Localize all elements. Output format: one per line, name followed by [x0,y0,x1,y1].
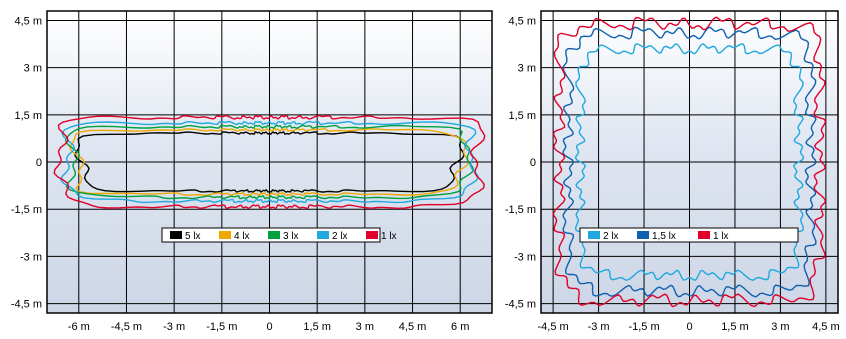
legend-label: 4 lx [234,231,250,242]
x-tick-label: -3 m [588,321,610,333]
legend-swatch [588,231,600,239]
chart-2: 4,5 m 3 m 1,5 m 0 -1,5 m -3 m -4,5 m-4,5 m -3 m… [505,10,840,333]
x-tick-label: 3 m [771,321,789,333]
y-tick-label: -3 m [20,251,42,263]
x-tick-label: -1,5 m [628,321,659,333]
contour-line [60,120,479,204]
contour-line [64,124,475,200]
x-tick-label: 0 [686,321,692,333]
legend-label: 3 lx [283,231,299,242]
legend-box [579,227,799,243]
contour-line [552,16,827,308]
y-tick-label: -1,5 m [505,204,536,216]
legend-swatch [366,231,378,239]
legend-swatch [637,231,649,239]
x-tick-label: -3 m [163,321,185,333]
legend: 2 lx 1,5 lx 1 lx [579,227,799,243]
y-tick-label: 0 [36,157,42,169]
contour-line [574,43,805,282]
legend-label: 5 lx [185,231,201,242]
chart-1: 4,5 m 3 m 1,5 m 0 -1,5 m -3 m -4,5 m -6 m -4,5 m… [11,10,493,333]
x-tick-label: -6 m [68,321,90,333]
plot-frame [46,10,493,314]
y-tick-label: -3 m [514,251,536,263]
y-tick-label: 1,5 m [508,110,536,122]
y-tick-label: 3 m [24,63,42,75]
legend-swatch [268,231,280,239]
y-tick-label: -1,5 m [11,204,42,216]
legend-label: 1 lx [713,231,729,242]
y-tick-label: -4,5 m [505,299,536,311]
y-tick-label: 4,5 m [508,15,536,27]
y-tick-label: -4,5 m [11,299,42,311]
x-tick-label: -4,5 m [538,321,569,333]
y-tick-label: 0 [530,157,536,169]
x-tick-label: 4,5 m [399,321,427,333]
x-tick-label: 4,5 m [812,321,840,333]
contour-line [53,114,486,210]
x-tick-label: -4,5 m [111,321,142,333]
legend: 5 lx 4 lx 3 lx 2 lx 1 lx [161,227,397,243]
legend-swatch [219,231,231,239]
x-tick-label: 1,5 m [721,321,749,333]
x-tick-label: 3 m [356,321,374,333]
contour-line [74,131,465,193]
y-tick-label: 1,5 m [14,110,42,122]
y-tick-label: 4,5 m [14,15,42,27]
x-tick-label: 1,5 m [303,321,331,333]
legend-label: 2 lx [603,231,619,242]
x-tick-label: -1,5 m [206,321,237,333]
legend-label: 1,5 lx [652,231,676,242]
legend-label: 1 lx [381,231,397,242]
legend-swatch [170,231,182,239]
contour-line [562,26,817,298]
legend-swatch [698,231,710,239]
legend-label: 2 lx [332,231,348,242]
contour-line [69,127,470,197]
plot-frame [540,10,839,314]
y-tick-label: 3 m [518,63,536,75]
x-tick-label: 0 [266,321,272,333]
legend-swatch [317,231,329,239]
x-tick-label: 6 m [451,321,469,333]
